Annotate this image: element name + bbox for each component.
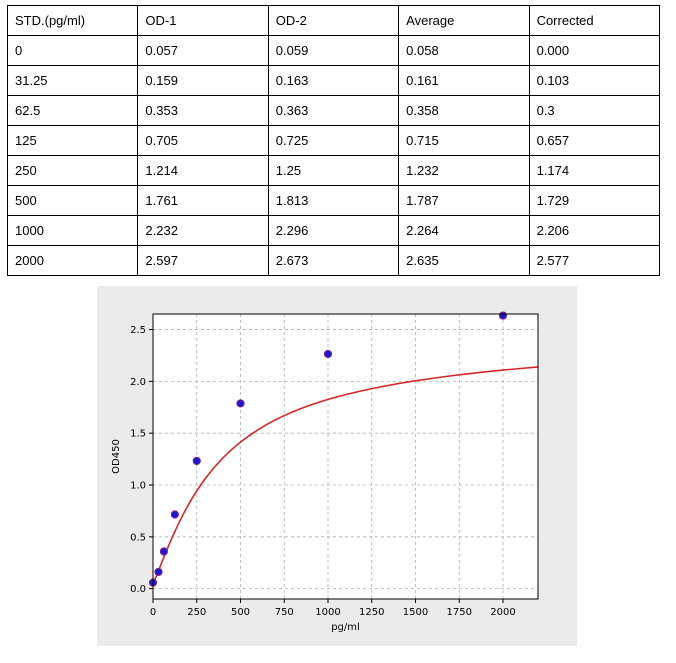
- table-cell: 500: [6, 185, 139, 216]
- table-cell: 0.161: [398, 65, 530, 96]
- table-cell: 1.761: [137, 185, 269, 216]
- table-cell: 2.264: [398, 215, 530, 246]
- header-cell: OD-2: [267, 5, 400, 36]
- table-cell: 62.5: [6, 95, 139, 126]
- table-cell: 2.206: [528, 215, 661, 246]
- table-cell: 2.232: [137, 215, 269, 246]
- table-cell: 250: [6, 155, 139, 186]
- table-row: 500 1.761 1.813 1.787 1.729: [6, 185, 661, 216]
- table-cell: 31.25: [6, 65, 139, 96]
- table-cell: 2.296: [267, 215, 400, 246]
- header-cell: Average: [398, 5, 530, 36]
- table-cell: 1.214: [137, 155, 269, 186]
- table-cell: 2.597: [137, 245, 269, 276]
- data-point: [323, 349, 333, 359]
- table-cell: 1.813: [267, 185, 400, 216]
- table-row: 0 0.057 0.059 0.058 0.000: [6, 35, 661, 66]
- table-cell: 0.353: [137, 95, 269, 126]
- table-cell: 0.3: [528, 95, 661, 126]
- y-tick-label: 0.5: [130, 532, 146, 543]
- y-tick-label: 2.5: [130, 325, 146, 336]
- table-cell: 125: [6, 125, 139, 156]
- table-row: 125 0.705 0.725 0.715 0.657: [6, 125, 661, 156]
- table-cell: 1000: [6, 215, 139, 246]
- table-row: 62.5 0.353 0.363 0.358 0.3: [6, 95, 661, 126]
- table-header-row: STD.(pg/ml) OD-1 OD-2 Average Corrected: [6, 5, 661, 36]
- table-cell: 0: [6, 35, 139, 66]
- y-axis-label: OD450: [111, 439, 122, 474]
- x-tick-label: 500: [231, 607, 250, 618]
- x-tick-label: 2000: [490, 607, 515, 618]
- y-tick-label: 1.5: [130, 429, 146, 440]
- table-row: 31.25 0.159 0.163 0.161 0.103: [6, 65, 661, 96]
- table-cell: 1.729: [528, 185, 661, 216]
- table-cell: 2.577: [528, 245, 661, 276]
- header-cell: OD-1: [137, 5, 269, 36]
- table-cell: 0.059: [267, 35, 400, 66]
- standard-table: STD.(pg/ml) OD-1 OD-2 Average Corrected …: [6, 5, 661, 276]
- table-cell: 1.174: [528, 155, 661, 186]
- table-cell: 0.363: [267, 95, 400, 126]
- table-cell: 0.705: [137, 125, 269, 156]
- table-row: 1000 2.232 2.296 2.264 2.206: [6, 215, 661, 246]
- plot-area: [153, 314, 538, 599]
- x-tick-label: 1000: [315, 607, 340, 618]
- table-cell: 2000: [6, 245, 139, 276]
- x-axis-label: pg/ml: [331, 622, 360, 633]
- table-cell: 0.725: [267, 125, 400, 156]
- data-point: [159, 547, 169, 556]
- table-body: 0 0.057 0.059 0.058 0.000 31.25 0.159 0.163 0.16…: [6, 35, 661, 276]
- data-point: [154, 567, 163, 577]
- table-cell: 1.25: [267, 155, 400, 186]
- y-tick-label: 2.0: [130, 377, 146, 388]
- table-cell: 0.103: [528, 65, 661, 96]
- header-cell: Corrected: [528, 5, 661, 36]
- table-cell: 0.657: [528, 125, 661, 156]
- y-tick-label: 0.0: [130, 584, 146, 595]
- x-tick-label: 1750: [447, 607, 472, 618]
- table-row: 2000 2.597 2.673 2.635 2.577: [6, 245, 661, 276]
- table-cell: 1.232: [398, 155, 530, 186]
- table-cell: 1.787: [398, 185, 530, 216]
- table-cell: 2.635: [398, 245, 530, 276]
- table-cell: 2.673: [267, 245, 400, 276]
- table-cell: 0.163: [267, 65, 400, 96]
- x-tick-label: 0: [150, 607, 156, 618]
- y-tick-label: 1.0: [130, 481, 146, 492]
- table-cell: 0.159: [137, 65, 269, 96]
- table-cell: 0.058: [398, 35, 530, 66]
- table-cell: 0.358: [398, 95, 530, 126]
- standard-curve-chart: 0 250 500 750 1000 1250 1500 1750 2000 0.0 0.5 1.0 1…: [111, 311, 539, 633]
- x-tick-label: 1500: [403, 607, 428, 618]
- header-cell: STD.(pg/ml): [6, 5, 139, 36]
- data-point: [170, 510, 179, 519]
- plot-frame: [152, 313, 539, 600]
- data-point: [498, 311, 508, 320]
- table-cell: 0.057: [137, 35, 269, 66]
- x-tick-label: 1250: [359, 607, 384, 618]
- table-row: 250 1.214 1.25 1.232 1.174: [6, 155, 661, 186]
- table-cell: 0.715: [398, 125, 530, 156]
- data-point: [236, 399, 245, 408]
- x-tick-label: 750: [275, 607, 294, 618]
- table-cell: 0.000: [528, 35, 661, 66]
- standard-curve-panel: 0 250 500 750 1000 1250 1500 1750 2000 0.0 0.5 1.0 1…: [97, 286, 577, 646]
- x-tick-label: 250: [187, 607, 206, 618]
- data-point: [192, 456, 201, 466]
